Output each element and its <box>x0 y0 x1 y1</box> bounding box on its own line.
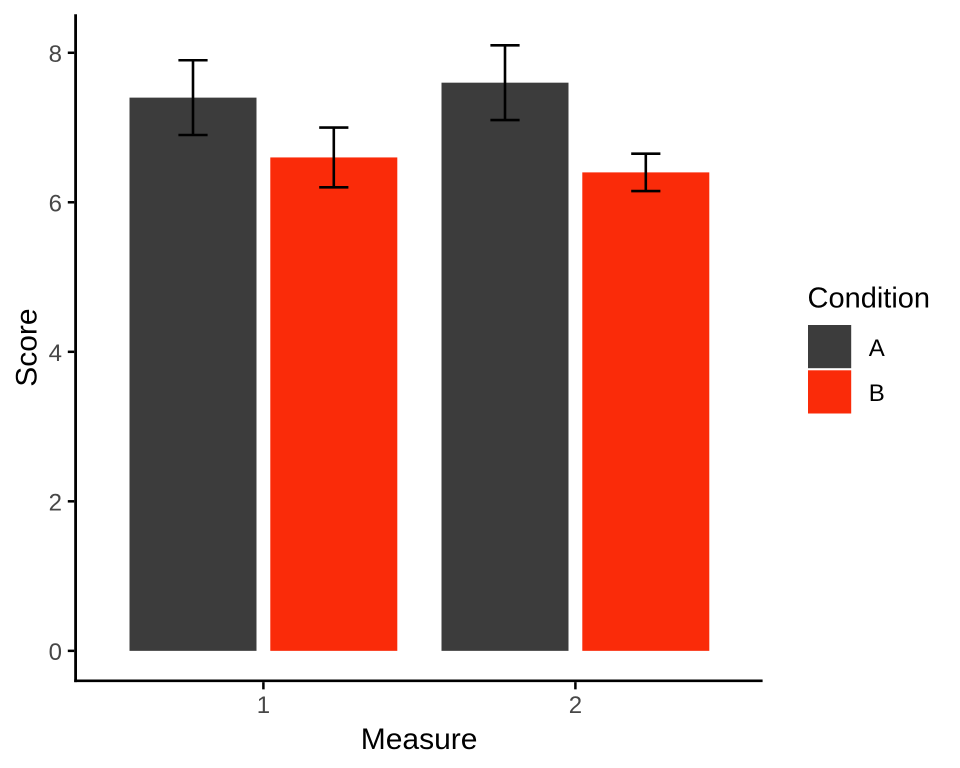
y-tick-label-4: 4 <box>49 340 62 367</box>
y-tick-label-0: 0 <box>49 639 62 666</box>
x-tick-label-1: 1 <box>257 692 270 719</box>
legend-label-a: A <box>869 335 885 362</box>
bar-a-measure2 <box>441 82 569 651</box>
y-axis-title: Score <box>11 308 44 386</box>
legend-key-b <box>808 370 852 414</box>
bar-a-measure1 <box>129 97 257 651</box>
error-bars-layer <box>178 43 661 193</box>
axes-layer <box>67 14 763 690</box>
legend-title: Condition <box>808 282 931 314</box>
legend-label-b: B <box>869 380 885 407</box>
x-axis-title: Measure <box>361 723 478 756</box>
bar-b-measure1 <box>270 157 398 651</box>
bars-layer <box>129 82 710 651</box>
y-tick-label-6: 6 <box>49 191 62 218</box>
legend-key-a <box>808 325 852 369</box>
bar-b-measure2 <box>582 172 710 651</box>
axis-labels-layer: 0 2 4 6 8 1 2 Measure Score <box>11 41 583 756</box>
legend-layer: Condition AB <box>808 282 931 414</box>
y-tick-label-2: 2 <box>49 490 62 517</box>
x-tick-label-2: 2 <box>569 692 582 719</box>
y-tick-label-8: 8 <box>49 41 62 68</box>
